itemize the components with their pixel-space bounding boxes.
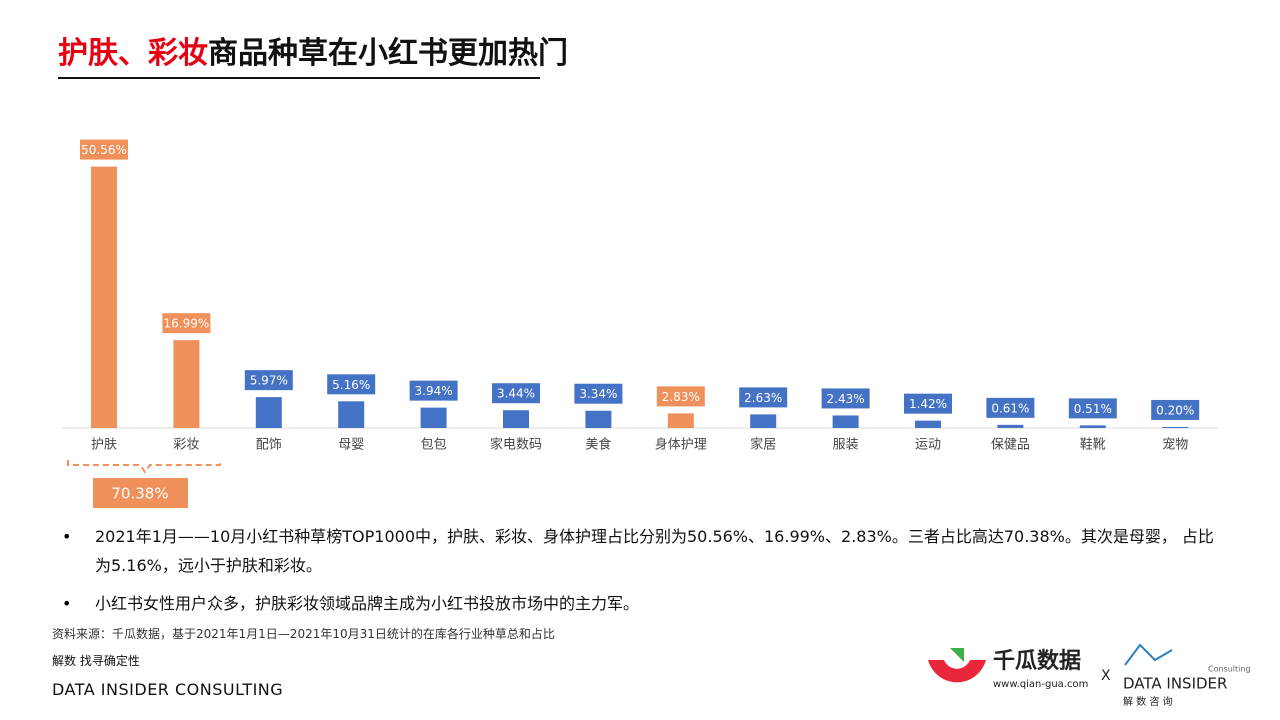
bar xyxy=(1079,425,1106,428)
title-highlight: 护肤、彩妆 xyxy=(58,36,208,71)
x-tick-label: 身体护理 xyxy=(655,437,707,453)
value-label: 5.97% xyxy=(250,374,288,388)
value-label-box xyxy=(492,383,540,404)
value-label: 3.44% xyxy=(497,387,535,401)
value-label: 0.20% xyxy=(1156,403,1194,417)
value-label-box xyxy=(1151,399,1200,420)
value-label: 0.51% xyxy=(1074,402,1112,416)
value-label: 5.16% xyxy=(332,378,370,392)
value-label-box xyxy=(656,386,705,407)
source: 资料来源：千瓜数据，基于2021年1月1日—2021年10月31日统计的在库各行… xyxy=(52,627,555,641)
value-label-box xyxy=(162,313,211,334)
value-label-box xyxy=(1068,398,1117,419)
di-icon xyxy=(1124,643,1173,666)
bar xyxy=(173,340,200,428)
title: 护肤、彩妆商品种草在小红书更加热门 xyxy=(58,36,568,71)
bar xyxy=(750,414,777,428)
x-tick-label: 彩妆 xyxy=(173,438,199,453)
value-label: 16.99% xyxy=(164,317,210,331)
value-label-box xyxy=(244,370,293,391)
x-tick-label: 家居 xyxy=(750,437,776,453)
value-label: 2.43% xyxy=(827,392,865,406)
x-tick-label: 配饰 xyxy=(256,438,282,453)
value-label: 3.34% xyxy=(579,387,617,401)
value-label: 2.83% xyxy=(662,390,700,404)
di-small: Consulting xyxy=(1208,665,1251,674)
slogan: 解数 找寻确定性 xyxy=(52,654,140,668)
value-label-box xyxy=(409,380,458,401)
company: DATA INSIDER CONSULTING xyxy=(52,680,284,699)
x-tick-label: 服装 xyxy=(833,438,859,453)
annotation-box xyxy=(93,478,188,508)
x-tick-label: 宠物 xyxy=(1162,437,1188,453)
bar xyxy=(255,397,282,428)
qiangua-icon xyxy=(928,660,986,683)
value-label-box xyxy=(327,374,376,395)
value-label-box xyxy=(574,383,623,404)
bar xyxy=(915,420,941,428)
value-label-box xyxy=(904,393,952,414)
title-rest: 商品种草在小红书更加热门 xyxy=(208,36,568,71)
value-label: 3.94% xyxy=(415,384,453,398)
bar xyxy=(420,407,447,428)
note: 小红书女性用户众多，护肤彩妆领域品牌主成为小红书投放市场中的主力军。 xyxy=(95,594,640,613)
bullet: • xyxy=(62,594,72,613)
value-label-box xyxy=(986,397,1035,418)
bar xyxy=(1162,426,1189,428)
value-label: 0.61% xyxy=(991,401,1029,415)
di-name: DATA INSIDER xyxy=(1123,675,1227,693)
note: 2021年1月——10月小红书种草榜TOP1000中，护肤、彩妆、身体护理占比分… xyxy=(95,527,1214,575)
bullet: • xyxy=(62,527,72,546)
x-tick-label: 母婴 xyxy=(338,438,364,453)
qiangua-name: 千瓜数据 xyxy=(993,648,1081,674)
bar xyxy=(667,413,694,428)
bar xyxy=(338,401,365,428)
x-tick-label: 保健品 xyxy=(991,438,1030,453)
x-tick-label: 美食 xyxy=(585,437,611,453)
di-cn: 解 数 咨 询 xyxy=(1123,695,1173,708)
bar xyxy=(503,410,529,428)
value-label-box xyxy=(821,388,870,409)
value-label: 50.56% xyxy=(81,143,127,157)
value-label: 2.63% xyxy=(744,391,782,405)
bar xyxy=(997,424,1024,428)
bar xyxy=(832,415,859,428)
value-label-box xyxy=(739,387,788,408)
x-tick-label: 运动 xyxy=(915,438,941,453)
annotation-label: 70.38% xyxy=(111,485,168,503)
qiangua-icon-leaf xyxy=(950,648,964,662)
x-tick-label: 护肤 xyxy=(91,438,117,453)
bar xyxy=(91,166,117,428)
logo-cross: X xyxy=(1101,668,1111,684)
bracket xyxy=(67,460,221,474)
value-label: 1.42% xyxy=(909,397,947,411)
value-label-box xyxy=(80,139,128,160)
x-tick-label: 鞋靴 xyxy=(1080,437,1106,453)
qiangua-url: www.qian-gua.com xyxy=(993,679,1088,690)
x-tick-label: 包包 xyxy=(421,438,447,453)
bar xyxy=(585,410,612,428)
x-tick-label: 家电数码 xyxy=(490,437,542,453)
